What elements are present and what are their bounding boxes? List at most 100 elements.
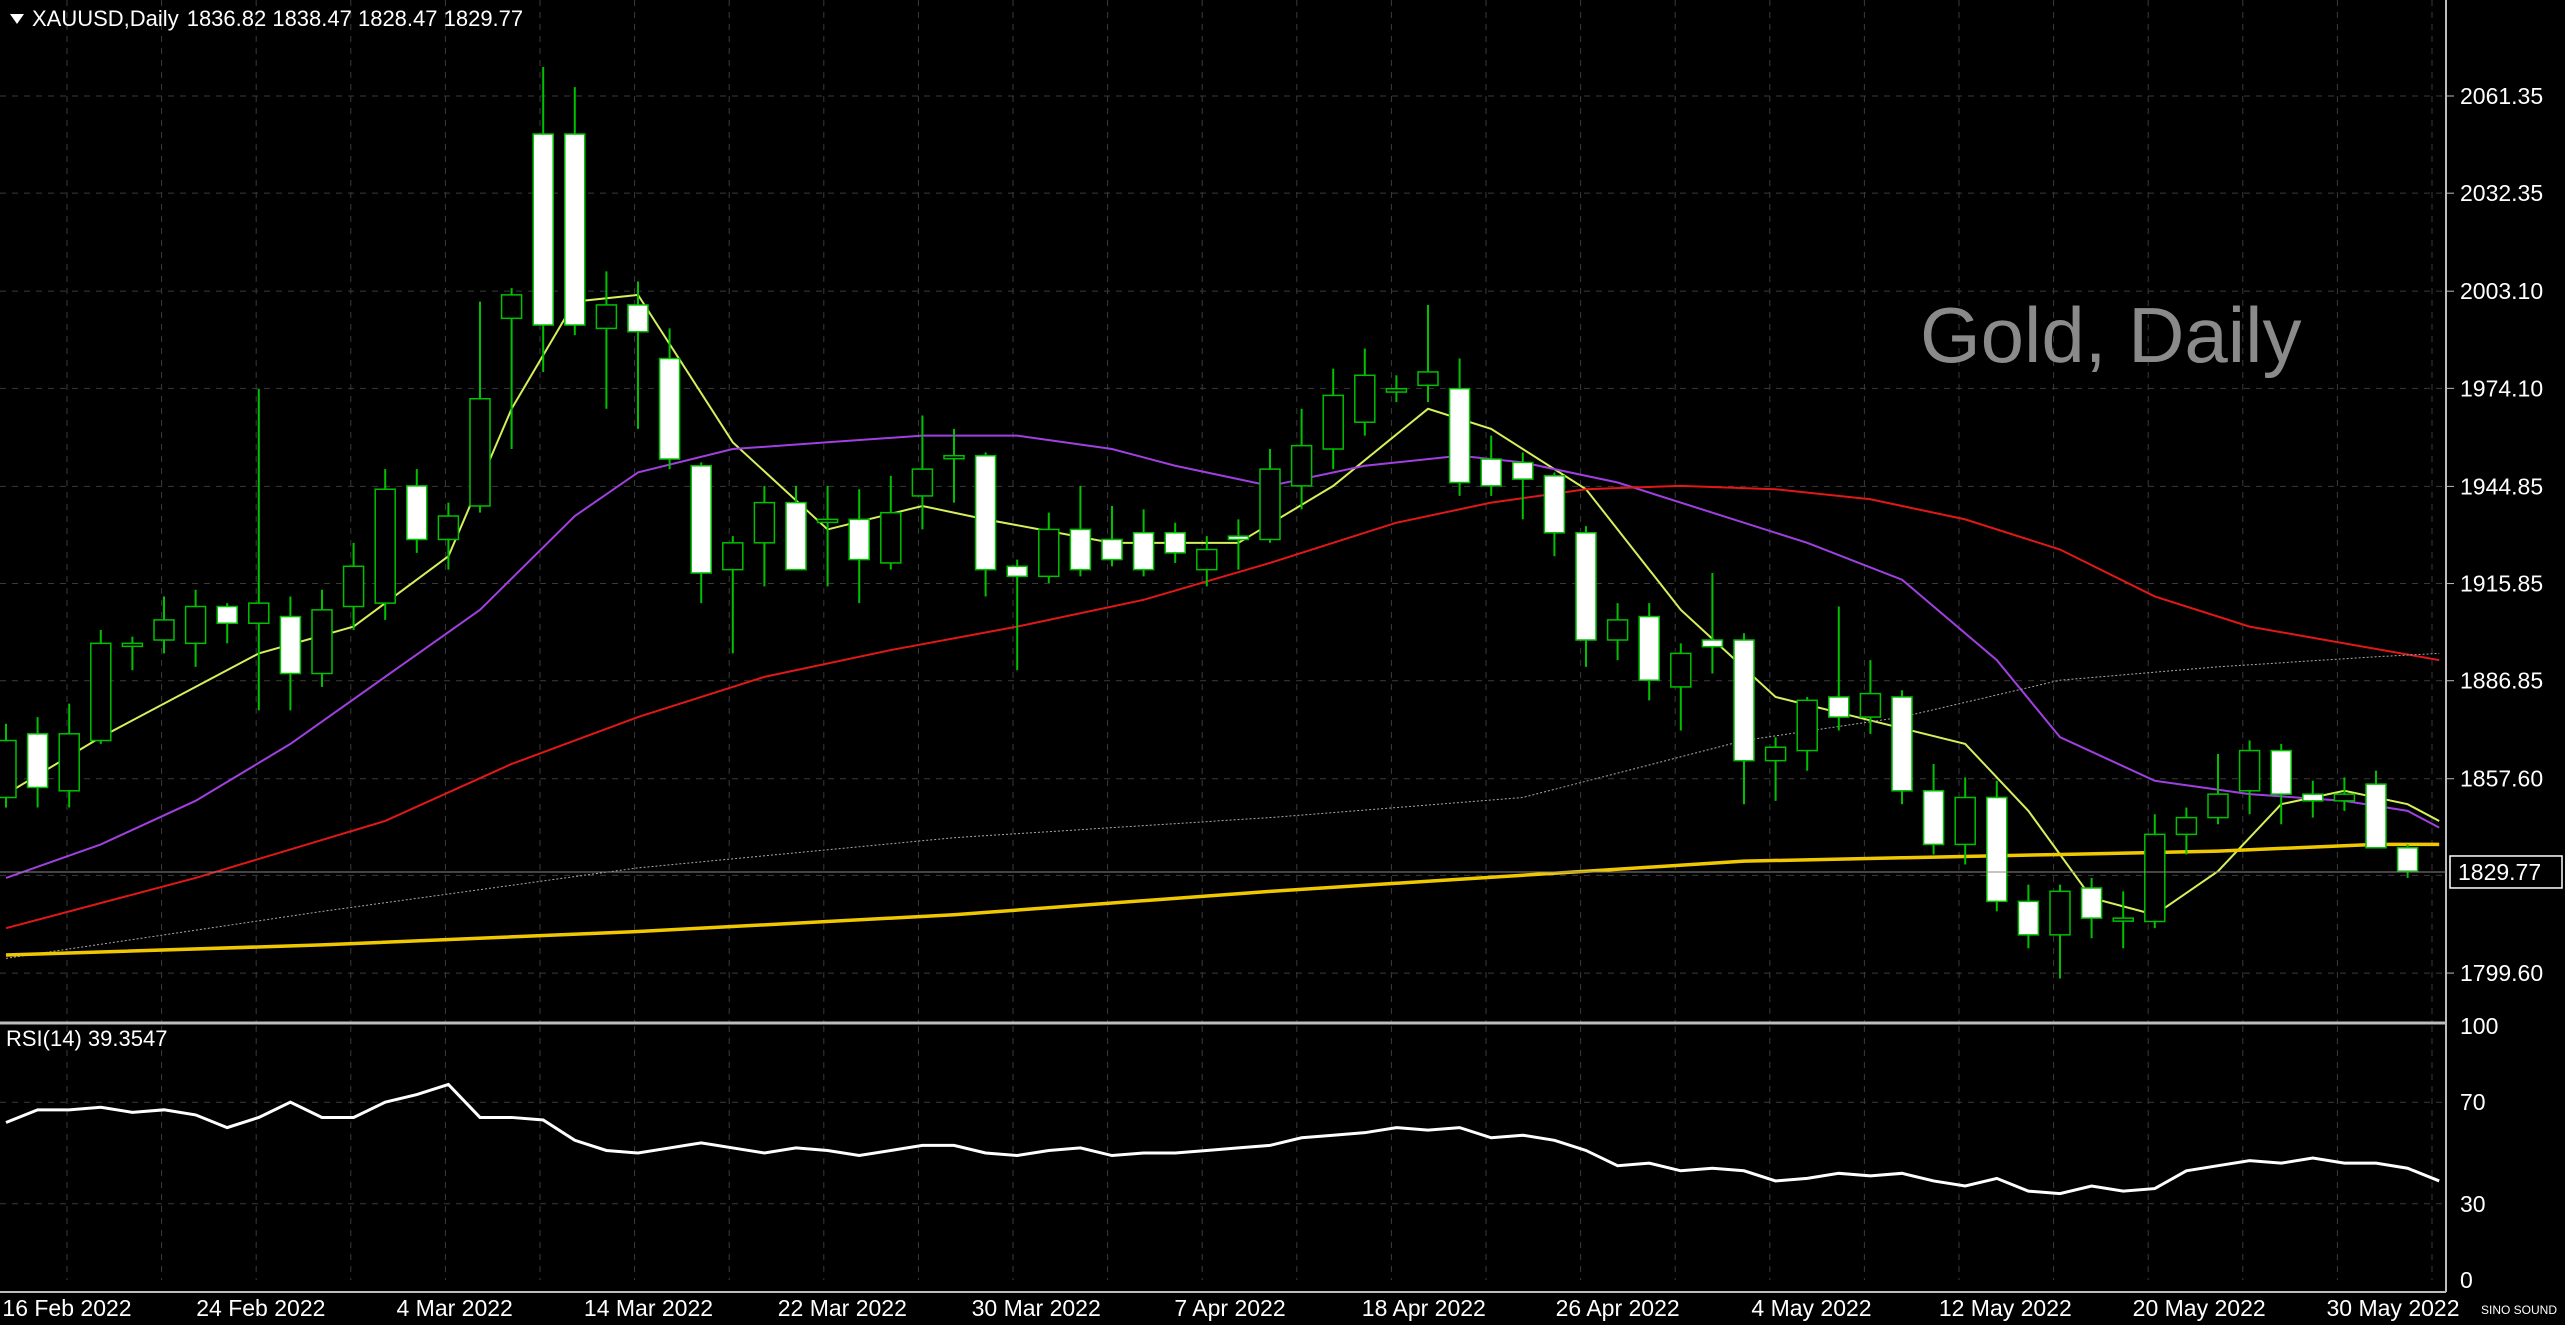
candle [1448,358,1471,496]
candle-body [2080,887,2103,919]
rsi-tick-label: 0 [2460,1267,2473,1293]
time-tick-label: 18 Apr 2022 [1362,1295,1486,1321]
time-tick-label: 14 Mar 2022 [584,1295,713,1321]
rsi-tick-label: 30 [2460,1191,2486,1217]
candle-body [2396,847,2419,872]
ma-line-ma200 [5,842,2440,957]
candle-body [848,518,870,561]
candle [2238,740,2261,815]
candle [911,415,934,530]
candle-body [2175,816,2198,836]
candle-body [1101,538,1123,561]
candle [1543,472,1566,557]
candle-body [1448,387,1471,484]
time-tick-label: 26 Apr 2022 [1556,1295,1680,1321]
price-tick-label: 1944.85 [2460,473,2543,499]
time-tick-label: 30 Mar 2022 [972,1295,1101,1321]
candle [1038,512,1060,584]
candle-body [1796,699,1818,752]
candle-body [121,642,144,648]
rsi-tick-label: 100 [2460,1013,2498,1039]
candle-body [1512,461,1534,480]
candle-body [595,304,618,330]
candle-body [753,501,776,544]
rsi-tick-label: 70 [2460,1089,2486,1115]
time-tick-label: 12 May 2022 [1939,1295,2072,1321]
candle-body [184,605,207,645]
candle-body [0,739,17,799]
candle [1828,606,1850,731]
collapse-triangle-icon[interactable] [10,14,24,24]
candle-body [785,501,807,571]
candle [2302,780,2324,818]
candle-body [1132,532,1155,571]
candle-body [1575,532,1597,641]
candle [816,485,839,587]
price-tick-label: 1886.85 [2460,668,2543,694]
price-tick-label: 1974.10 [2460,375,2543,401]
candle [848,489,870,604]
candle-body [1922,790,1945,846]
rsi-line [5,1082,2440,1196]
candle [1859,660,1882,734]
price-tick-label: 2003.10 [2460,278,2543,304]
time-tick-label: 4 May 2022 [1751,1295,1871,1321]
candle [1638,603,1660,701]
ma-line-ma100 [5,652,2440,959]
candle-body [2365,783,2387,849]
price-tick-label: 1857.60 [2460,766,2543,792]
candle [974,452,997,597]
candle-body [2302,793,2324,802]
candle [753,485,776,587]
candle [2017,884,2040,949]
candle-body [1954,796,1976,846]
candle-body [1069,528,1092,571]
candle-body [469,397,491,507]
candle-body [2207,793,2229,819]
candle [279,596,302,711]
candle-body [2112,917,2134,922]
price-tick-label: 2061.35 [2460,83,2543,109]
candle [658,328,681,470]
candles [0,67,2419,979]
candle [1132,509,1155,577]
candle [1512,452,1534,520]
candle-body [311,609,333,675]
candle [1354,348,1376,436]
candle-body [1227,535,1250,541]
candle [90,629,112,744]
candle [1322,368,1344,470]
candle-body [2049,890,2071,936]
candle [785,485,807,571]
candle [943,428,965,503]
candle-body [374,488,396,604]
candle [564,87,586,336]
grid [0,0,2446,1280]
candle [1259,449,1281,543]
candle-body [1606,619,1629,641]
candle [248,388,270,711]
candle-body [1385,387,1408,393]
candle [121,636,144,671]
candle [1954,777,1976,865]
ma-line-ma50 [5,484,2440,930]
candle-body [1259,468,1281,541]
brand-logo: SINO SOUND [2480,1303,2557,1317]
candle-body [2270,749,2292,795]
candle-body [880,511,902,564]
candle [1164,522,1186,563]
candle [1922,763,1945,855]
time-tick-label: 7 Apr 2022 [1174,1295,1285,1321]
candle-body [1480,458,1502,487]
candle [722,536,744,654]
candle [437,502,460,570]
candle-body [564,133,586,326]
candle-body [1764,746,1787,762]
candle-body [1828,696,1850,718]
candle-body [1733,639,1755,762]
candle [1417,304,1439,403]
candle-body [1670,652,1692,688]
